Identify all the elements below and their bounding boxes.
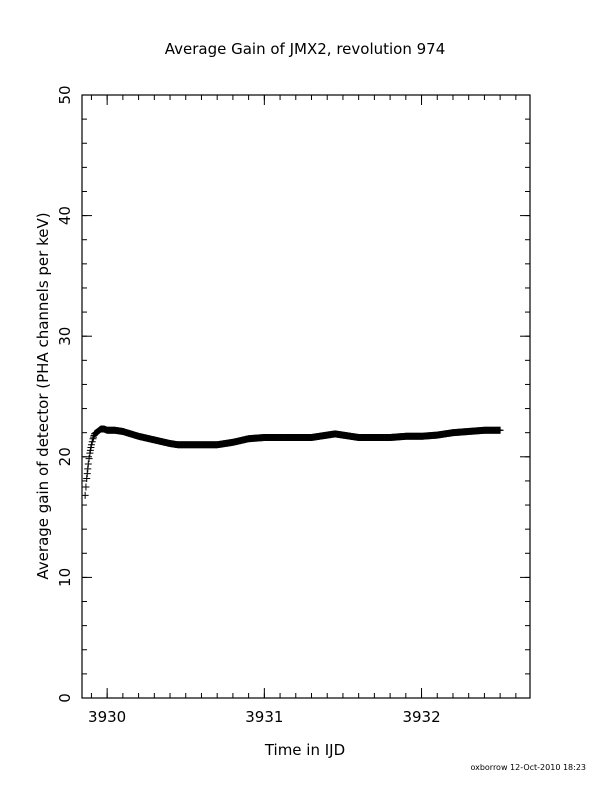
y-tick-label: 50	[56, 85, 74, 104]
data-point	[82, 483, 90, 491]
y-tick-label: 10	[56, 568, 74, 587]
data-point	[83, 475, 91, 483]
data-point	[89, 435, 97, 443]
data-points	[81, 425, 504, 499]
data-point	[83, 470, 91, 478]
data-point	[84, 460, 92, 468]
data-point	[84, 465, 92, 473]
data-point	[90, 433, 98, 441]
y-tick-label: 0	[56, 693, 74, 703]
footer-credit: oxborrow 12-Oct-2010 18:23	[470, 763, 586, 772]
y-tick-label: 20	[56, 447, 74, 466]
data-point	[85, 455, 93, 463]
axis-tick-labels: 3930 3931 3932 0 10 20 30 40 50	[56, 85, 441, 726]
x-axis-label: Time in IJD	[264, 741, 345, 759]
y-tick-label: 30	[56, 327, 74, 346]
y-tick-label: 40	[56, 206, 74, 225]
x-tick-label: 3930	[88, 708, 126, 726]
x-tick-label: 3932	[402, 708, 440, 726]
data-point	[87, 441, 95, 449]
x-tick-label: 3931	[245, 708, 283, 726]
chart-title: Average Gain of JMX2, revolution 974	[165, 40, 446, 58]
plot-frame	[81, 94, 531, 699]
axis-ticks	[82, 94, 530, 699]
data-point	[88, 438, 96, 446]
data-point	[81, 491, 89, 499]
data-point	[496, 426, 504, 434]
y-axis-label: Average gain of detector (PHA channels p…	[34, 212, 52, 579]
